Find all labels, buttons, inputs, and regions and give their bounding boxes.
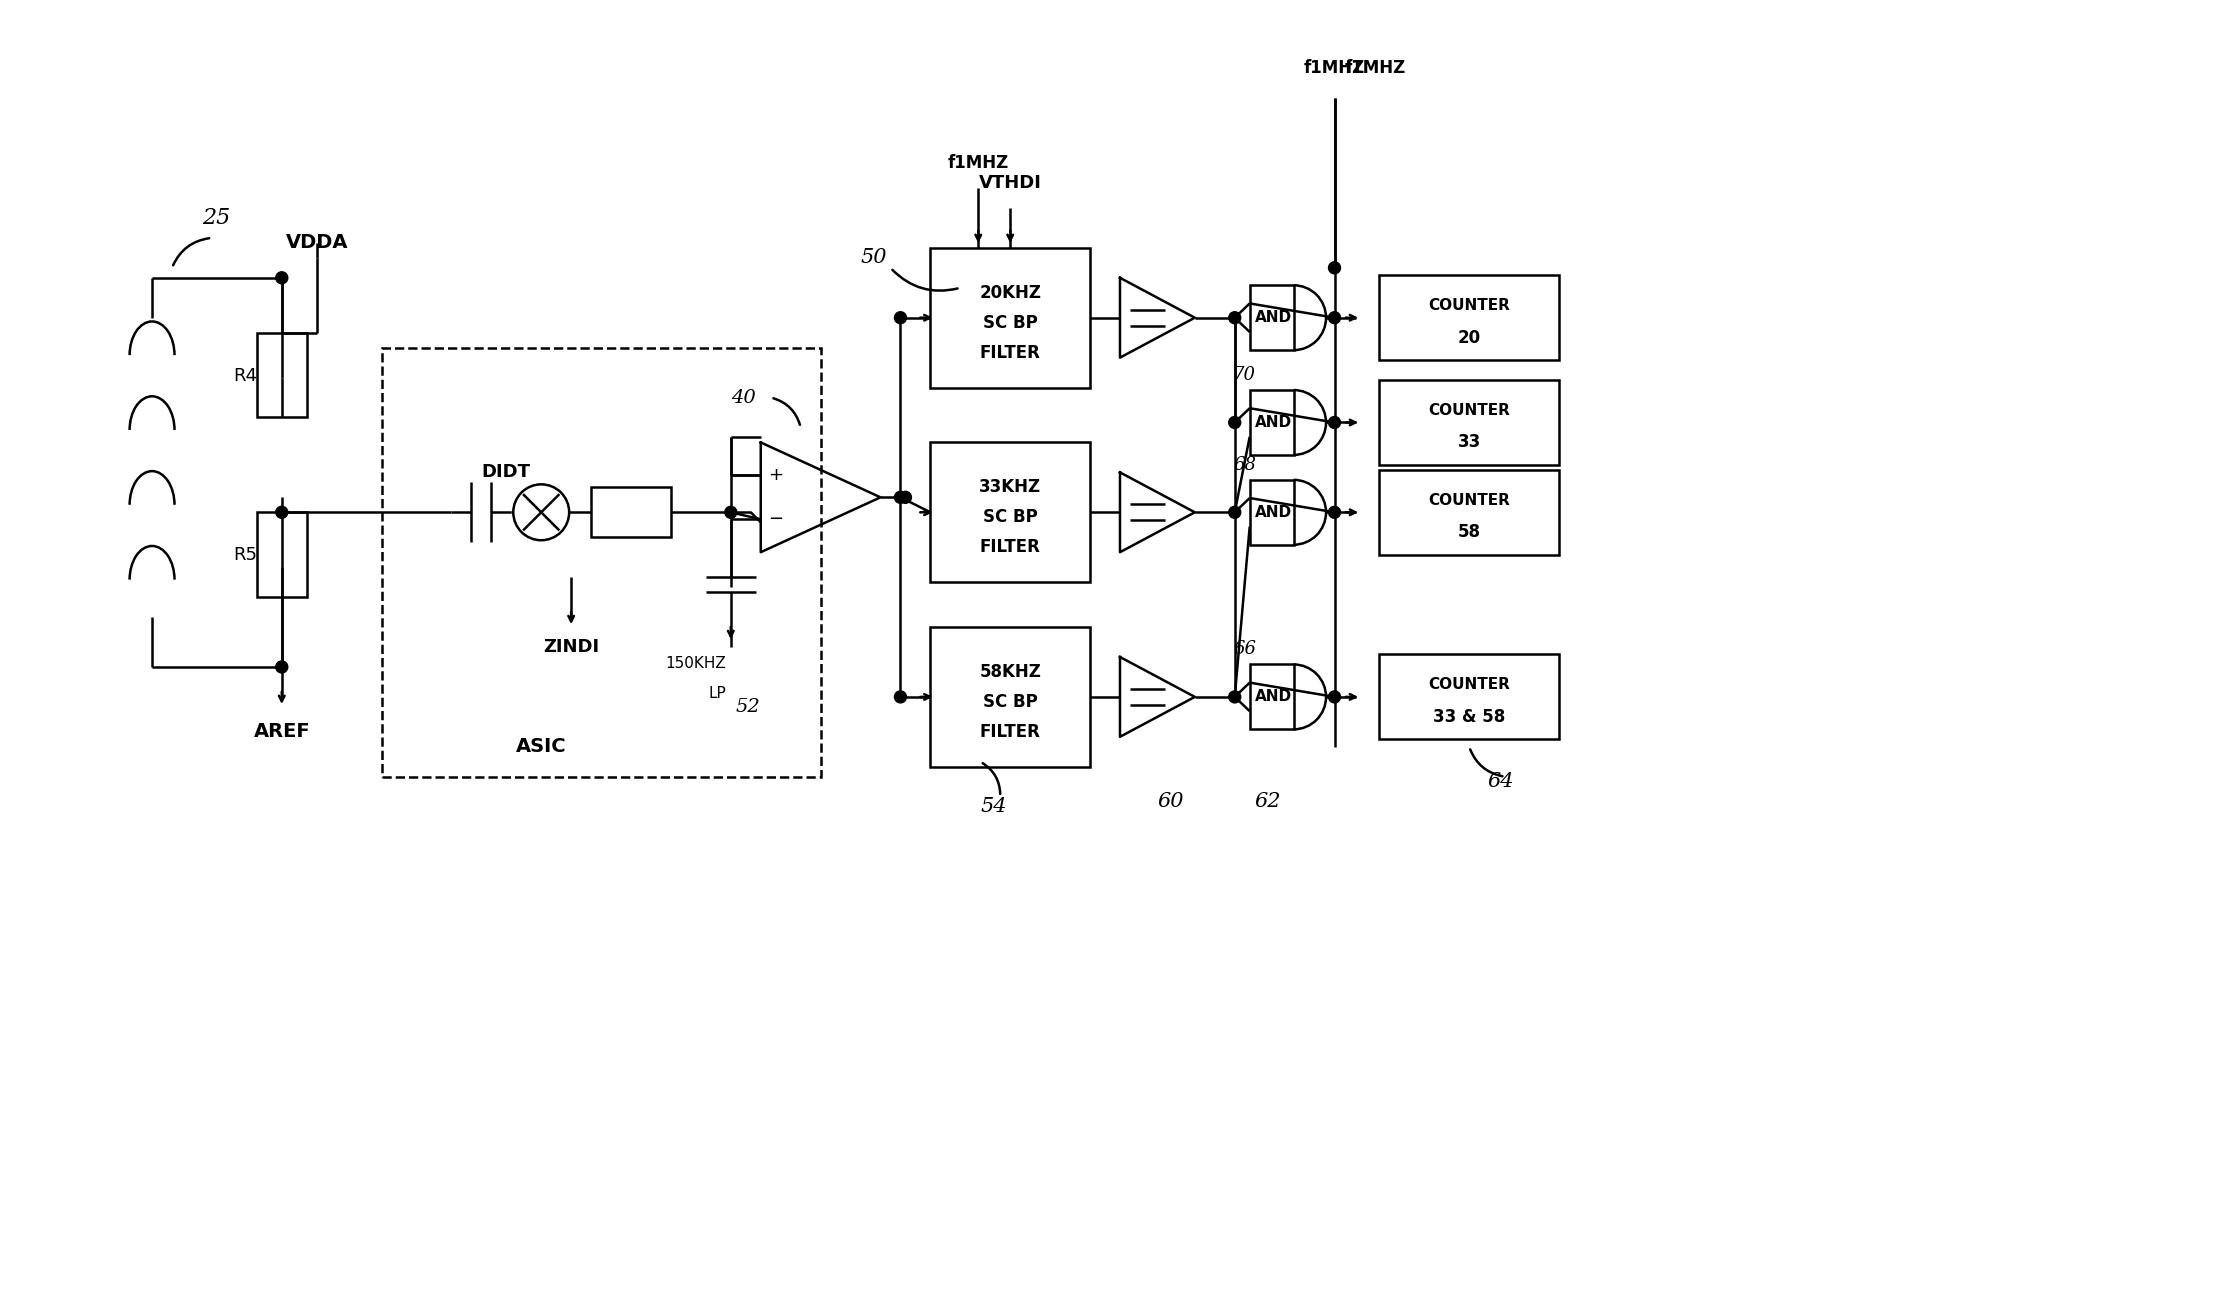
Text: FILTER: FILTER [979,344,1041,362]
FancyArrowPatch shape [892,270,957,291]
Text: 40: 40 [730,389,755,406]
Text: COUNTER: COUNTER [1427,677,1510,693]
Text: 68: 68 [1234,455,1257,473]
Text: 58KHZ: 58KHZ [979,663,1041,681]
Text: f1MHZ: f1MHZ [1345,60,1405,78]
Bar [1250,390,1294,455]
Text: +: + [768,467,784,484]
Bar [1379,470,1558,555]
Text: AND: AND [1254,505,1292,520]
Circle shape [895,691,906,703]
Circle shape [899,492,912,503]
Text: f1MHZ: f1MHZ [948,154,1008,173]
FancyArrowPatch shape [173,239,209,266]
Bar [258,332,306,418]
Text: 66: 66 [1234,641,1257,659]
Text: 58: 58 [1459,523,1481,541]
Text: SC BP: SC BP [983,314,1037,332]
Circle shape [1328,416,1341,428]
Text: SC BP: SC BP [983,693,1037,711]
Circle shape [895,311,906,324]
Text: FILTER: FILTER [979,722,1041,741]
Text: 60: 60 [1157,792,1183,811]
Circle shape [1328,262,1341,274]
Text: f1MHZ: f1MHZ [1303,60,1365,78]
Bar [591,488,670,537]
Circle shape [1328,506,1341,519]
Text: ASIC: ASIC [515,737,566,756]
Text: VDDA: VDDA [286,233,349,253]
Text: FILTER: FILTER [979,538,1041,556]
Bar [258,512,306,597]
Text: 62: 62 [1254,792,1281,811]
Text: DIDT: DIDT [482,463,531,481]
FancyArrowPatch shape [773,398,799,425]
Text: AND: AND [1254,690,1292,704]
Text: COUNTER: COUNTER [1427,493,1510,508]
Bar [930,248,1090,388]
Text: VTHDI: VTHDI [979,174,1041,192]
Text: AND: AND [1254,310,1292,326]
Text: ZINDI: ZINDI [544,638,599,656]
Text: 150KHZ: 150KHZ [666,656,726,672]
Text: 70: 70 [1234,366,1257,384]
Circle shape [1228,311,1241,324]
Text: LP: LP [708,686,726,702]
Text: 33: 33 [1459,433,1481,451]
Text: COUNTER: COUNTER [1427,403,1510,418]
Text: R4: R4 [233,367,258,385]
Bar [1250,285,1294,350]
Bar [382,348,821,777]
Bar [1250,480,1294,545]
Text: −: − [768,510,784,528]
Text: SC BP: SC BP [983,508,1037,527]
Circle shape [275,272,289,284]
Bar [1250,664,1294,729]
Text: 33KHZ: 33KHZ [979,479,1041,497]
Text: 33 & 58: 33 & 58 [1434,708,1505,726]
FancyArrowPatch shape [1470,750,1503,776]
Text: 20KHZ: 20KHZ [979,284,1041,302]
Text: 20: 20 [1459,328,1481,346]
Text: 54: 54 [981,798,1008,816]
Bar [930,442,1090,582]
Text: 50: 50 [861,248,888,267]
Text: R5: R5 [233,546,258,564]
Text: 64: 64 [1487,772,1514,791]
Circle shape [275,661,289,673]
Text: COUNTER: COUNTER [1427,298,1510,314]
Circle shape [1228,506,1241,519]
Circle shape [275,506,289,519]
Text: 25: 25 [202,208,231,230]
Text: AND: AND [1254,415,1292,431]
Bar [1379,380,1558,464]
Bar [930,626,1090,767]
Circle shape [1328,311,1341,324]
Circle shape [895,492,906,503]
Bar [1379,275,1558,361]
Circle shape [724,506,737,519]
Text: 52: 52 [735,698,761,716]
FancyArrowPatch shape [983,763,1001,794]
Circle shape [1328,691,1341,703]
Circle shape [1228,691,1241,703]
Bar [1379,655,1558,739]
Text: AREF: AREF [253,722,311,742]
Circle shape [1228,416,1241,428]
